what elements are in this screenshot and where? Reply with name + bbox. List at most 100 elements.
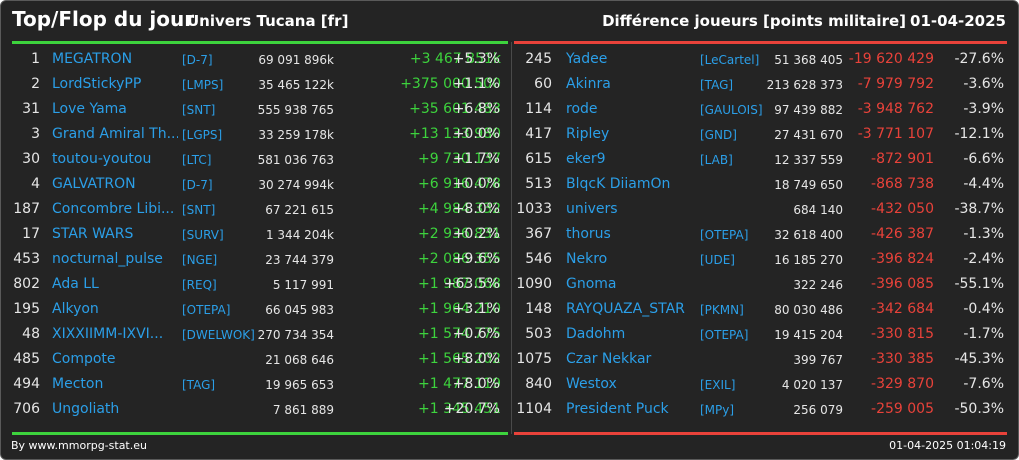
player-name-link[interactable]: BlqcK DiiamOn xyxy=(566,176,671,192)
alliance-tag-link[interactable]: [NGE] xyxy=(182,253,218,267)
percent-change: -7.6% xyxy=(963,376,1004,392)
player-rank: 3 xyxy=(31,126,40,142)
top-row: 453 nocturnal_pulse [NGE] 23 744 379 +2 086 … xyxy=(1,248,509,273)
flop-row: 840 Westox [EXIL] 4 020 137 -329 870 -7.6% xyxy=(512,373,1018,398)
player-name-link[interactable]: thorus xyxy=(566,226,611,242)
player-points: 67 221 615 xyxy=(265,203,334,217)
player-name-link[interactable]: rode xyxy=(566,101,598,117)
alliance-tag-link[interactable]: [OTEPA] xyxy=(182,303,231,317)
column-separator xyxy=(511,42,512,434)
top-row: 706 Ungoliath 7 861 889 +1 345 451 +20.7% xyxy=(1,398,509,423)
player-name-link[interactable]: Akinra xyxy=(566,76,611,92)
player-rank: 417 xyxy=(525,126,552,142)
percent-change: +9.6% xyxy=(452,251,500,267)
player-name-link[interactable]: LordStickyPP xyxy=(52,76,142,92)
point-difference: +1 565 202 xyxy=(418,351,501,367)
player-points: 21 068 646 xyxy=(265,353,334,367)
percent-change: -6.6% xyxy=(963,151,1004,167)
player-points: 399 767 xyxy=(793,353,843,367)
player-name-link[interactable]: toutou-youtou xyxy=(52,151,152,167)
alliance-tag-link[interactable]: [DWELWOK] xyxy=(182,328,255,342)
player-rank: 31 xyxy=(22,101,40,117)
player-name-link[interactable]: Dadohm xyxy=(566,326,626,342)
player-name-link[interactable]: eker9 xyxy=(566,151,606,167)
alliance-tag-link[interactable]: [LAB] xyxy=(700,153,733,167)
player-name-link[interactable]: GALVATRON xyxy=(52,176,136,192)
alliance-tag-link[interactable]: [UDE] xyxy=(700,253,735,267)
point-difference: -432 050 xyxy=(871,201,934,217)
alliance-tag-link[interactable]: [REQ] xyxy=(182,278,217,292)
alliance-tag-link[interactable]: [PKMN] xyxy=(700,303,744,317)
player-points: 66 045 983 xyxy=(265,303,334,317)
player-name-link[interactable]: Mecton xyxy=(52,376,104,392)
player-name-link[interactable]: Ripley xyxy=(566,126,610,142)
alliance-tag-link[interactable]: [SNT] xyxy=(182,103,216,117)
player-name-link[interactable]: Gnoma xyxy=(566,276,617,292)
player-rank: 48 xyxy=(22,326,40,342)
player-name-link[interactable]: Czar Nekkar xyxy=(566,351,652,367)
player-name-link[interactable]: Compote xyxy=(52,351,116,367)
player-name-link[interactable]: Grand Amiral Th... xyxy=(52,126,178,142)
point-difference: +375 000 500 xyxy=(400,76,501,92)
alliance-tag-link[interactable]: [SNT] xyxy=(182,203,216,217)
player-name-link[interactable]: Yadee xyxy=(566,51,608,67)
player-name-link[interactable]: Westox xyxy=(566,376,617,392)
top-row: 195 Alkyon [OTEPA] 66 045 983 +1 964 210 +3.1… xyxy=(1,298,509,323)
alliance-tag-link[interactable]: [EXIL] xyxy=(700,378,736,392)
player-points: 12 337 559 xyxy=(774,153,843,167)
alliance-tag-link[interactable]: [LGPS] xyxy=(182,128,223,142)
credit-text: By www.mmorpg-stat.eu xyxy=(11,439,147,452)
player-rank: 114 xyxy=(525,101,552,117)
player-rank: 1 xyxy=(31,51,40,67)
flop-row: 367 thorus [OTEPA] 32 618 400 -426 387 -1.3% xyxy=(512,223,1018,248)
alliance-tag-link[interactable]: [D-7] xyxy=(182,178,213,192)
percent-change: +8.0% xyxy=(452,351,500,367)
player-name-link[interactable]: Concombre Libi... xyxy=(52,201,175,217)
alliance-tag-link[interactable]: [TAG] xyxy=(182,378,216,392)
flop-row: 546 Nekro [UDE] 16 185 270 -396 824 -2.4% xyxy=(512,248,1018,273)
player-name-link[interactable]: MEGATRON xyxy=(52,51,133,67)
alliance-tag-link[interactable]: [D-7] xyxy=(182,53,213,67)
point-difference: -396 085 xyxy=(871,276,934,292)
percent-change: -50.3% xyxy=(954,401,1004,417)
alliance-tag-link[interactable]: [LTC] xyxy=(182,153,212,167)
player-points: 322 246 xyxy=(793,278,843,292)
point-difference: +9 730 137 xyxy=(418,151,501,167)
player-rank: 1090 xyxy=(516,276,552,292)
top-row: 485 Compote 21 068 646 +1 565 202 +8.0% xyxy=(1,348,509,373)
percent-change: -55.1% xyxy=(954,276,1004,292)
alliance-tag-link[interactable]: [GAULOIS] xyxy=(700,103,763,117)
player-rank: 494 xyxy=(13,376,40,392)
alliance-tag-link[interactable]: [MPy] xyxy=(700,403,735,417)
player-name-link[interactable]: nocturnal_pulse xyxy=(52,251,163,267)
player-rank: 30 xyxy=(22,151,40,167)
alliance-tag-link[interactable]: [LeCartel] xyxy=(700,53,760,67)
percent-change: +0.0% xyxy=(452,126,500,142)
player-name-link[interactable]: Nekro xyxy=(566,251,608,267)
player-name-link[interactable]: RAYQUAZA_STAR xyxy=(566,301,685,317)
top-row: 1 MEGATRON [D-7] 69 091 896k +3 467 851k +5.3… xyxy=(1,48,509,73)
player-name-link[interactable]: President Puck xyxy=(566,401,669,417)
alliance-tag-link[interactable]: [OTEPA] xyxy=(700,228,749,242)
alliance-tag-link[interactable]: [OTEPA] xyxy=(700,328,749,342)
percent-change: -1.7% xyxy=(963,326,1004,342)
player-rank: 503 xyxy=(525,326,552,342)
flop-divider-top xyxy=(514,41,1007,44)
alliance-tag-link[interactable]: [GND] xyxy=(700,128,737,142)
percent-change: -45.3% xyxy=(954,351,1004,367)
player-name-link[interactable]: STAR WARS xyxy=(52,226,134,242)
player-name-link[interactable]: Ada LL xyxy=(52,276,99,292)
player-name-link[interactable]: XIXXIIMM-IXVI... xyxy=(52,326,164,342)
player-name-link[interactable]: Love Yama xyxy=(52,101,127,117)
point-difference: +1 987 068 xyxy=(418,276,501,292)
alliance-tag-link[interactable]: [LMPS] xyxy=(182,78,224,92)
alliance-tag-link[interactable]: [TAG] xyxy=(700,78,734,92)
alliance-tag-link[interactable]: [SURV] xyxy=(182,228,224,242)
player-name-link[interactable]: Ungoliath xyxy=(52,401,120,417)
player-name-link[interactable]: univers xyxy=(566,201,618,217)
percent-change: +6.8% xyxy=(452,101,500,117)
player-name-link[interactable]: Alkyon xyxy=(52,301,99,317)
player-rank: 367 xyxy=(525,226,552,242)
player-rank: 187 xyxy=(13,201,40,217)
player-points: 581 036 763 xyxy=(257,153,334,167)
